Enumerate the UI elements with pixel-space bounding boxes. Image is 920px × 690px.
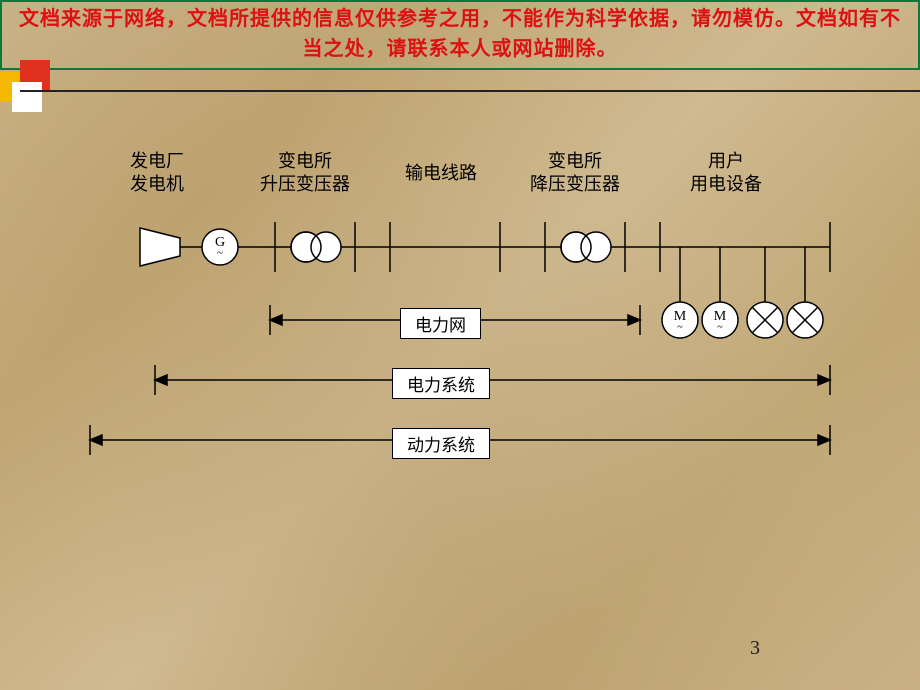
power-system-diagram: 发电厂 发电机 变电所 升压变压器 输电线路 变电所 降压变压器 用户 用电设备 [80,150,850,510]
separator-line [20,90,920,92]
range-dynamic-system-label: 动力系统 [392,428,490,459]
disclaimer-text: 文档来源于网络，文档所提供的信息仅供参考之用，不能作为科学依据，请勿模仿。文档如… [19,8,901,60]
disclaimer-banner: 文档来源于网络，文档所提供的信息仅供参考之用，不能作为科学依据，请勿模仿。文档如… [0,0,920,70]
page-number: 3 [750,637,760,660]
range-grid-label: 电力网 [400,308,481,339]
motor1-wave: ~ [677,322,683,333]
motor2-wave: ~ [717,322,723,333]
range-power-system-label: 电力系统 [392,368,490,399]
corner-decoration-icon [0,60,70,114]
generator-wave: ~ [217,247,223,259]
